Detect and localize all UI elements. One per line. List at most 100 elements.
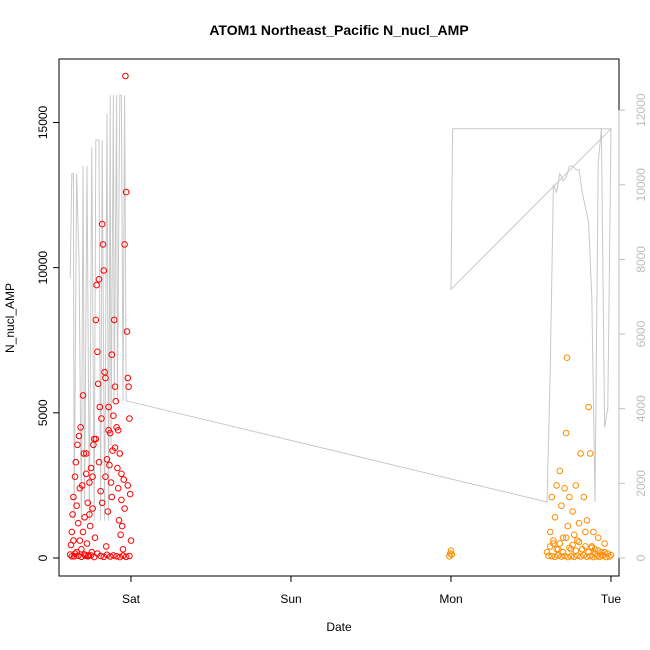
series-1-point	[81, 551, 88, 558]
series-1-point	[118, 496, 125, 504]
series-1-point	[73, 548, 80, 556]
series-1-point	[104, 508, 112, 515]
series-2-point	[551, 553, 559, 561]
series-2-point	[545, 552, 552, 560]
series-1-point	[122, 188, 130, 196]
series-2-point	[553, 546, 560, 553]
series-1-point	[114, 485, 122, 492]
series-2-point	[546, 528, 554, 536]
series-2-point	[606, 553, 613, 560]
series-1-point	[73, 502, 80, 510]
series-1-point	[113, 553, 120, 560]
series-1-point	[84, 553, 92, 560]
series-2-point	[585, 548, 592, 556]
series-1-point	[114, 426, 122, 434]
series-1-point	[89, 473, 96, 481]
series-2-point	[594, 547, 602, 555]
series-2-point	[564, 553, 572, 561]
series-1-point	[84, 499, 92, 507]
series-2-point	[543, 548, 551, 556]
series-1-point	[114, 464, 121, 472]
series-2-point	[585, 403, 592, 411]
series-2-point	[577, 553, 584, 560]
series-1-point	[126, 415, 133, 422]
series-1-point	[102, 374, 109, 382]
series-2-point	[566, 493, 573, 501]
series-2-point	[548, 553, 556, 560]
x-tick-label: Sat	[122, 592, 141, 606]
series-1-point	[106, 461, 113, 469]
series-2-point	[594, 534, 602, 542]
series-1-point	[70, 493, 77, 501]
series-1-point	[83, 540, 91, 547]
altitude-line	[69, 94, 612, 521]
series-1-point	[75, 432, 83, 440]
series-2-point	[562, 429, 570, 437]
series-1-point	[74, 441, 81, 449]
series-1-point	[80, 450, 88, 457]
series-1-point	[110, 412, 117, 420]
series-1-point	[119, 552, 127, 560]
series-1-point	[116, 553, 124, 561]
series-1-point	[98, 499, 106, 507]
series-1-point	[69, 511, 76, 518]
series-1-point	[111, 444, 119, 452]
series-1-point	[86, 479, 93, 486]
y2-tick-label: 8000	[634, 246, 648, 273]
series-2-point	[582, 543, 589, 550]
x-tick-label: Tue	[601, 592, 622, 606]
series-1-point	[93, 281, 100, 289]
series-2-point	[558, 502, 565, 510]
series-2-point	[577, 450, 584, 457]
series-1-point	[118, 522, 126, 530]
y2-tick-label: 0	[634, 554, 648, 561]
series-2-point	[583, 553, 591, 561]
series-1-point	[95, 458, 103, 466]
series-2-point	[556, 540, 564, 547]
series-1-point	[86, 522, 94, 530]
series-1-point	[110, 552, 117, 559]
series-2-point	[569, 508, 576, 515]
series-2-point	[561, 485, 568, 492]
series-2-point	[563, 354, 571, 362]
series-2-point	[580, 493, 588, 501]
series-1-point	[71, 473, 79, 481]
series-2-point	[580, 552, 588, 559]
series-1-point	[99, 241, 107, 248]
series-2-point	[567, 553, 575, 560]
series-1-point	[116, 450, 124, 457]
series-2-point	[551, 514, 559, 521]
series-1-point	[117, 531, 124, 539]
series-2-point	[598, 548, 605, 556]
series-2-point	[553, 482, 560, 489]
series-1-point	[79, 392, 87, 399]
series-1-point	[115, 517, 123, 524]
series-1-point	[105, 426, 112, 434]
series-1-point	[125, 383, 132, 391]
series-1-point	[119, 546, 127, 553]
axes-layer: 0 5000 10000 15000 0 2000 4000 6000 8000 10000 120…	[36, 93, 648, 606]
series-1-point	[100, 267, 108, 274]
series-2-point	[550, 537, 557, 544]
y2-tick-label: 2000	[634, 470, 648, 497]
series-1-point	[102, 473, 109, 481]
series-1-point	[74, 552, 82, 560]
series-2-point	[569, 541, 576, 549]
series-1-point	[107, 479, 115, 486]
series-2-point	[591, 546, 599, 553]
chart-title: ATOM1 Northeast_Pacific N_nucl_AMP	[209, 22, 468, 38]
plot-frame	[58, 58, 620, 577]
series-1-point	[96, 403, 104, 411]
series-1-point	[94, 380, 102, 388]
series-2-point	[574, 537, 581, 544]
y2-tick-label: 12000	[634, 93, 648, 127]
y-tick-label: 0	[36, 554, 50, 561]
series-1-point	[108, 351, 116, 359]
series-1-point	[94, 348, 101, 356]
series-1-point	[103, 456, 111, 463]
series-2-point	[564, 522, 572, 530]
series-1-point	[79, 528, 87, 536]
series-1-point	[123, 328, 131, 335]
series-1-point	[106, 553, 114, 560]
series-1-point	[108, 493, 116, 501]
